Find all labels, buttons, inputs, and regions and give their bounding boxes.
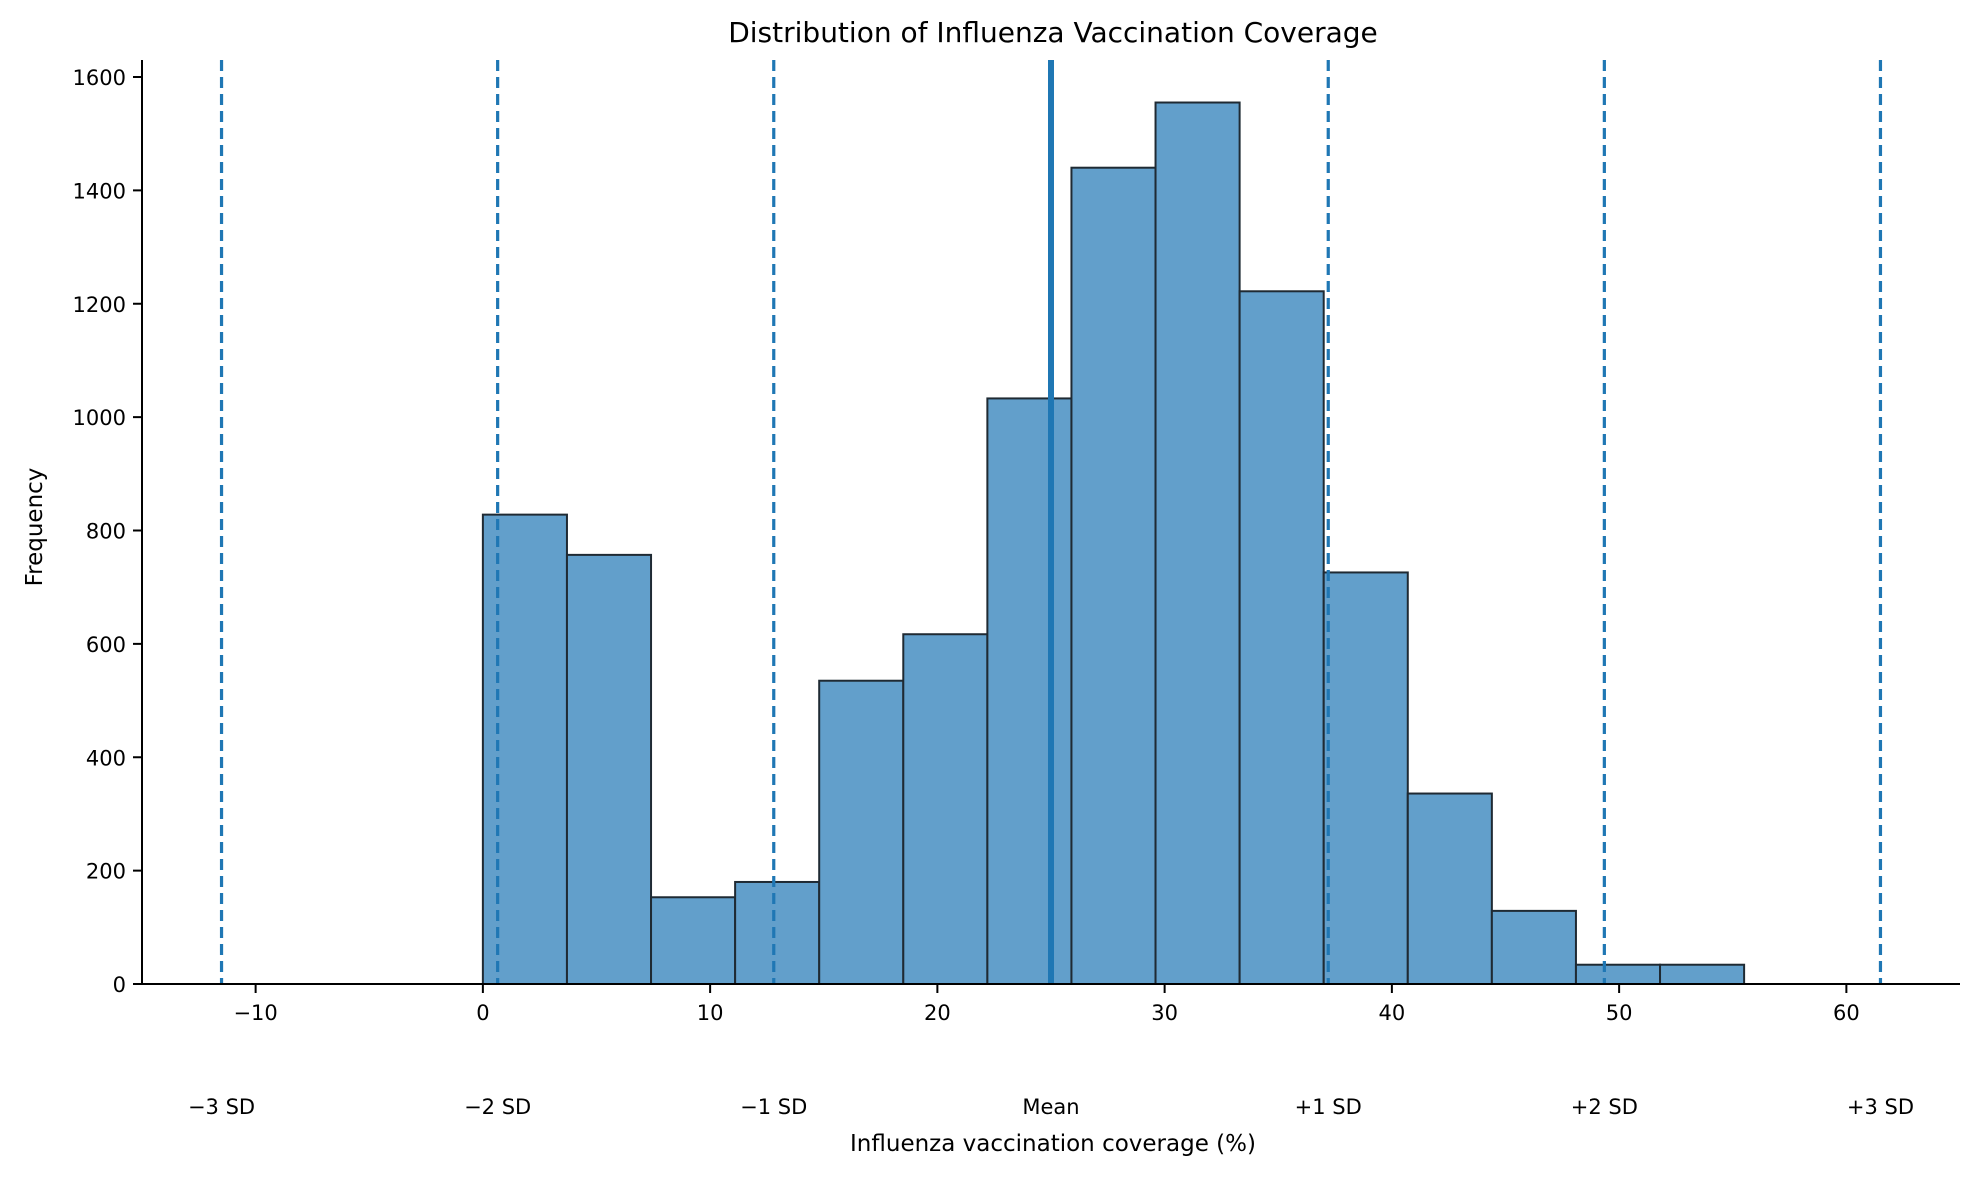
histogram-bar-2: [565, 553, 653, 985]
reference-line-label: Mean: [1022, 1095, 1079, 1119]
reference-line-label: +2 SD: [1571, 1095, 1638, 1119]
x-tick-label: 60: [1833, 1001, 1860, 1025]
histogram-bar-8: [1070, 166, 1157, 986]
y-tick-label: 0: [113, 973, 126, 997]
y-tick-label: 1600: [73, 66, 126, 90]
y-tick-label: 600: [86, 633, 126, 657]
histogram-bar-11: [1322, 571, 1409, 985]
chart-title: Distribution of Influenza Vaccination Co…: [728, 16, 1378, 49]
histogram-bar-10: [1238, 290, 1325, 985]
x-tick-label: 0: [476, 1001, 489, 1025]
histogram-bar-4: [734, 880, 821, 986]
histogram-bar-6: [902, 633, 989, 985]
reference-line-label: +3 SD: [1847, 1095, 1914, 1119]
histogram-bar-14: [1574, 963, 1662, 985]
histogram-bars: [481, 101, 1746, 986]
x-tick-label: 10: [697, 1001, 724, 1025]
y-tick-label: 200: [86, 860, 126, 884]
y-tick-label: 1000: [73, 406, 126, 430]
x-axis-label: Influenza vaccination coverage (%): [850, 1131, 1256, 1157]
histogram-bar-13: [1490, 909, 1577, 985]
histogram-bar-1: [481, 513, 568, 985]
reference-lines: [219, 60, 1883, 984]
x-tick-label: 40: [1379, 1001, 1406, 1025]
x-tick-label: −10: [233, 1001, 277, 1025]
histogram-bar-12: [1406, 792, 1493, 986]
x-tick-label: 30: [1151, 1001, 1178, 1025]
y-tick-label: 1200: [73, 293, 126, 317]
reference-line-label: −2 SD: [464, 1095, 531, 1119]
y-tick-label: 400: [86, 746, 126, 770]
axis-ticks: −10 0 10 20 30 40 50 60020040060080010001200140…: [73, 66, 1860, 1025]
histogram-bar-7: [986, 397, 1073, 986]
histogram-bar-3: [650, 896, 737, 986]
histogram-bar-5: [818, 679, 905, 985]
y-axis-label: Frequency: [22, 468, 48, 587]
reference-line-label: +1 SD: [1295, 1095, 1362, 1119]
reference-line-label: −3 SD: [188, 1095, 255, 1119]
x-tick-label: 50: [1606, 1001, 1633, 1025]
x-tick-label: 20: [924, 1001, 951, 1025]
sd-labels: −3 SD −2 SD −1 SD Mean +1 SD +2 SD +3 SD: [188, 1095, 1914, 1119]
y-tick-label: 1400: [73, 179, 126, 203]
y-tick-label: 800: [86, 520, 126, 544]
reference-line-label: −1 SD: [740, 1095, 807, 1119]
histogram-bar-15: [1659, 963, 1746, 985]
histogram-bar-9: [1154, 101, 1241, 986]
axes: [141, 60, 1960, 985]
